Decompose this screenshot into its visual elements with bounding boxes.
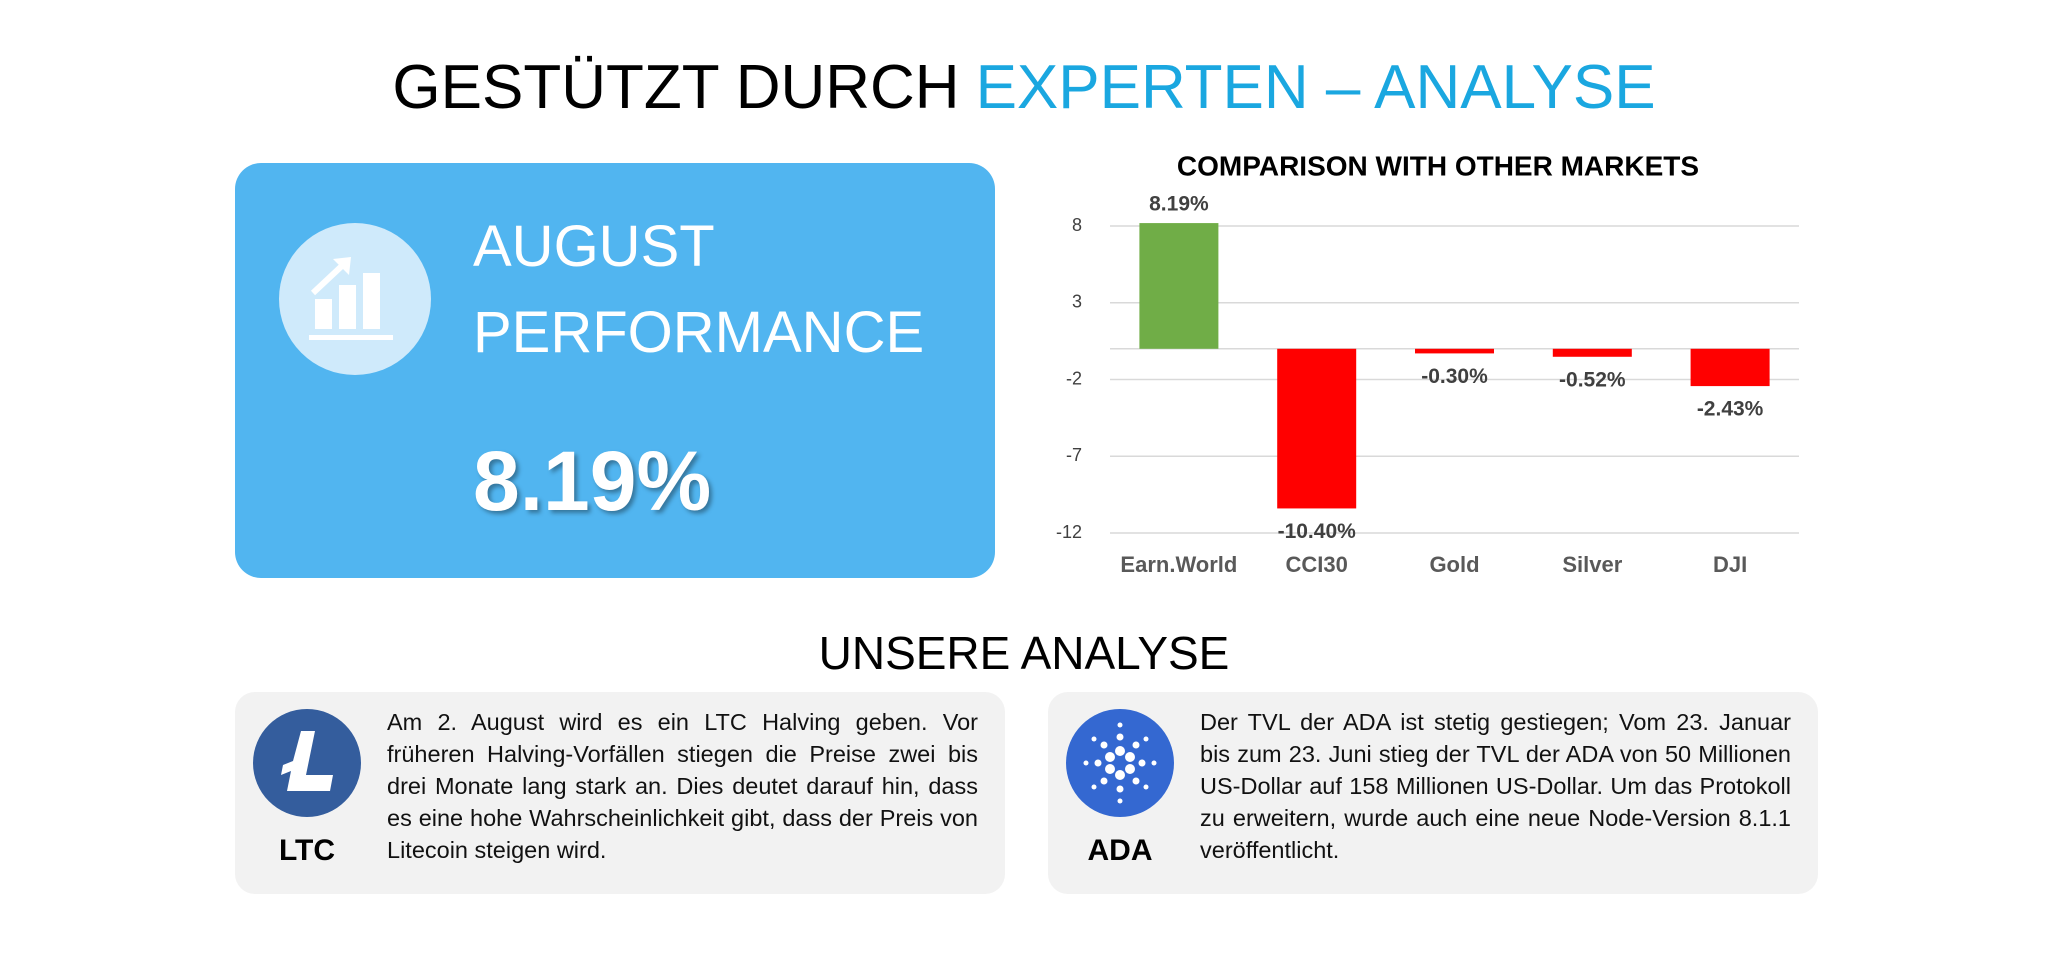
analysis-title: UNSERE ANALYSE xyxy=(818,627,1230,679)
y-tick-label: -2 xyxy=(1066,368,1082,388)
bar xyxy=(1552,348,1632,357)
card-text: Der TVL der ADA ist stetig gestiegen; Vo… xyxy=(1200,709,1791,863)
performance-card: AUGUST PERFORMANCE 8.19% xyxy=(235,163,995,578)
title-dark: GESTÜTZT DURCH xyxy=(392,53,960,122)
analysis-card: ADA Der TVL der ADA ist stetig gestiegen… xyxy=(1048,692,1818,894)
bar xyxy=(1139,223,1219,349)
analysis-card: LTC Am 2. August wird es ein LTC Halving… xyxy=(235,692,1005,894)
page-title: GESTÜTZT DURCH EXPERTEN – ANALYSE xyxy=(0,52,2048,123)
chart: COMPARISON WITH OTHER MARKETS 8 3 -2 -7 -12 E… xyxy=(1056,150,1799,577)
card-label: ADA xyxy=(1087,834,1153,867)
bar xyxy=(1277,348,1357,509)
performance-line2: PERFORMANCE xyxy=(473,300,925,365)
chart-title: COMPARISON WITH OTHER MARKETS xyxy=(1177,150,1699,181)
value-label: -2.43% xyxy=(1697,398,1764,421)
x-tick-label: CCI30 xyxy=(1286,552,1348,577)
y-tick-label: -7 xyxy=(1066,445,1082,465)
value-label: -10.40% xyxy=(1278,520,1357,543)
x-tick-label: Silver xyxy=(1562,552,1622,577)
performance-line1: AUGUST xyxy=(473,214,715,279)
performance-icon xyxy=(279,223,431,375)
card-text: Am 2. August wird es ein LTC Halving geb… xyxy=(387,709,978,863)
card-label: LTC xyxy=(278,834,336,867)
title-accent: EXPERTEN – ANALYSE xyxy=(975,53,1656,122)
bar xyxy=(1690,348,1770,387)
y-tick-label: 3 xyxy=(1072,292,1082,312)
y-tick-label: 8 xyxy=(1072,215,1082,235)
x-tick-label: Earn.World xyxy=(1120,552,1237,577)
y-tick-label: -12 xyxy=(1056,522,1082,542)
bar xyxy=(1415,348,1494,354)
performance-value: 8.19% xyxy=(473,434,712,528)
x-tick-label: DJI xyxy=(1713,552,1747,577)
ltc-icon xyxy=(253,709,361,817)
x-tick-label: Gold xyxy=(1429,552,1479,577)
value-label: -0.30% xyxy=(1421,365,1488,388)
value-label: -0.52% xyxy=(1559,368,1626,391)
value-label: 8.19% xyxy=(1149,193,1209,216)
ada-icon xyxy=(1066,709,1174,817)
